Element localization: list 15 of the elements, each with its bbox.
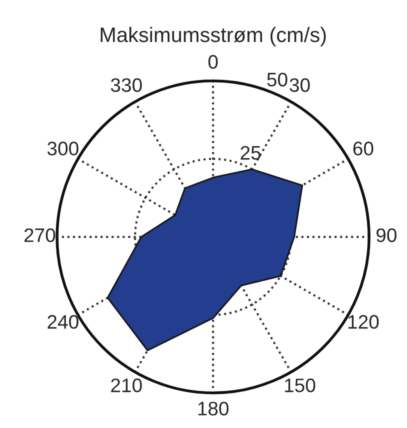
chart-title: Maksimumsstrøm (cm/s) bbox=[100, 26, 326, 46]
spoke-label: 300 bbox=[47, 142, 78, 156]
spoke-label: 90 bbox=[376, 228, 396, 242]
spoke-label: 120 bbox=[348, 315, 379, 329]
spoke-label: 0 bbox=[208, 54, 218, 69]
spoke-label: 210 bbox=[111, 378, 142, 392]
y-tick-label: 50 bbox=[267, 72, 288, 86]
spoke-label: 60 bbox=[353, 142, 374, 156]
spoke-label: 180 bbox=[198, 402, 229, 416]
spoke-label: 330 bbox=[110, 78, 142, 92]
spoke-label: 270 bbox=[24, 228, 56, 242]
spoke-label: 150 bbox=[285, 378, 316, 392]
spoke-label: 30 bbox=[290, 78, 310, 92]
y-tick-label: 25 bbox=[240, 146, 261, 160]
spoke-label: 240 bbox=[48, 315, 78, 329]
